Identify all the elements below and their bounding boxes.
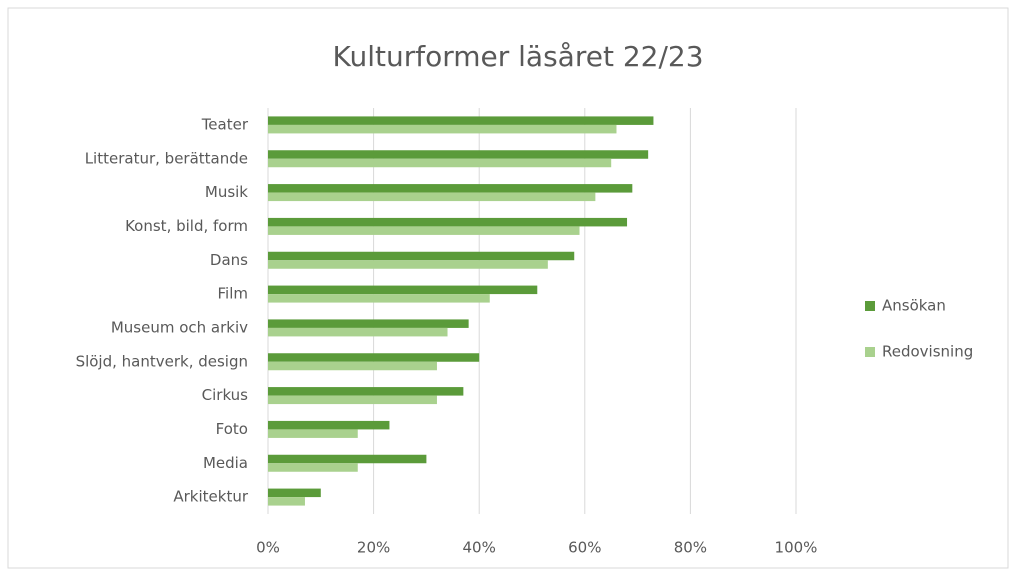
- legend-swatch: [865, 301, 875, 311]
- y-tick-label: Media: [203, 454, 248, 472]
- bar: [268, 158, 612, 168]
- bar: [268, 285, 538, 295]
- bar: [268, 184, 633, 193]
- bar: [268, 463, 358, 472]
- bar: [268, 150, 649, 159]
- y-tick-label: Foto: [216, 420, 248, 438]
- bar: [268, 124, 617, 134]
- bar: [268, 488, 321, 498]
- bar: [268, 387, 464, 396]
- bar: [268, 353, 480, 362]
- bar: [268, 251, 575, 261]
- y-tick-label: Konst, bild, form: [125, 217, 248, 235]
- y-tick-label: Dans: [210, 251, 248, 269]
- chart-title: Kulturformer läsåret 22/23: [332, 40, 703, 73]
- x-tick-label: 80%: [674, 539, 707, 557]
- bar: [268, 429, 358, 438]
- bar: [268, 226, 580, 235]
- y-tick-label: Teater: [201, 115, 249, 133]
- bar: [268, 395, 437, 405]
- y-tick-label: Musik: [205, 183, 248, 201]
- y-tick-label: Litteratur, berättande: [85, 149, 248, 167]
- bar: [268, 294, 490, 303]
- y-tick-label: Museum och arkiv: [111, 318, 248, 336]
- x-tick-label: 0%: [256, 539, 280, 557]
- bar: [268, 327, 448, 337]
- x-tick-label: 100%: [775, 539, 818, 557]
- bar: [268, 361, 437, 371]
- x-tick-label: 60%: [568, 539, 601, 557]
- bar: [268, 454, 427, 464]
- bar: [268, 116, 654, 125]
- y-tick-label: Film: [218, 285, 248, 303]
- legend-swatch: [865, 347, 875, 357]
- bar: [268, 192, 596, 202]
- y-tick-label: Arkitektur: [173, 488, 248, 506]
- legend-label: Ansökan: [882, 297, 946, 315]
- bar: [268, 217, 628, 227]
- x-tick-label: 40%: [463, 539, 496, 557]
- y-tick-label: Slöjd, hantverk, design: [76, 352, 248, 370]
- bar: [268, 260, 548, 269]
- bar: [268, 319, 469, 328]
- bar: [268, 420, 390, 430]
- legend-label: Redovisning: [882, 343, 973, 361]
- bar: [268, 497, 305, 506]
- x-tick-label: 20%: [357, 539, 390, 557]
- y-tick-label: Cirkus: [202, 386, 249, 404]
